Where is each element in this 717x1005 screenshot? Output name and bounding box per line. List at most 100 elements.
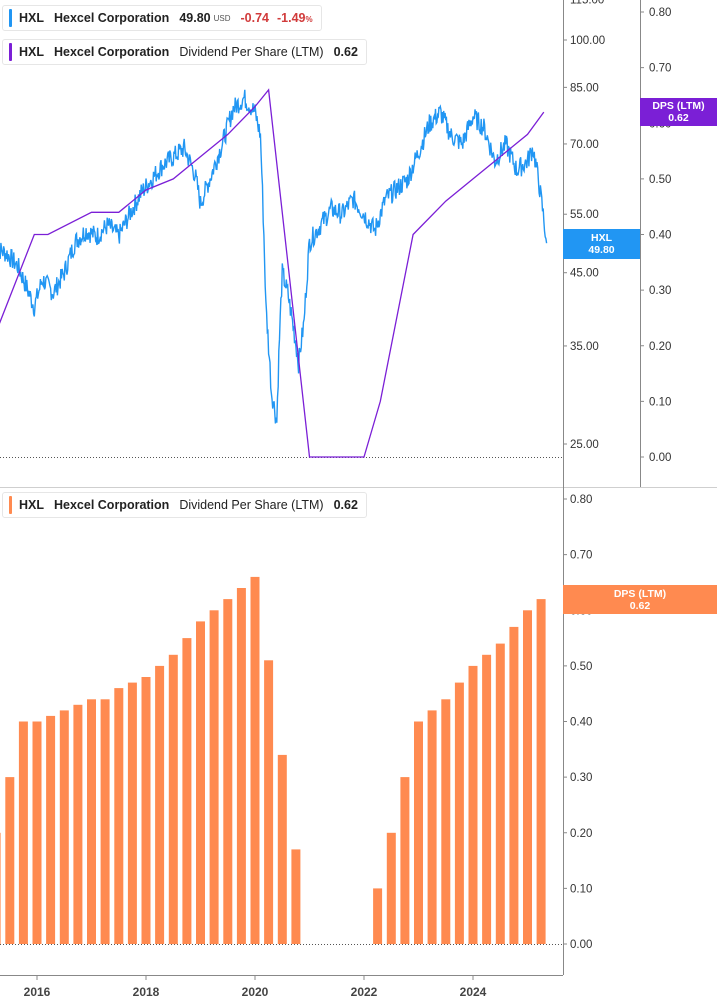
dps-bar-legend-value: 0.62 bbox=[333, 498, 358, 512]
price-tick-label: 35.00 bbox=[570, 341, 599, 353]
dps-bar bbox=[223, 599, 233, 944]
price-tick-label: 25.00 bbox=[570, 439, 599, 451]
dps-bar-legend-metric: Dividend Per Share (LTM) bbox=[179, 498, 324, 512]
price-legend-ticker: HXL bbox=[19, 11, 44, 25]
price-badge-value: 49.80 bbox=[588, 244, 615, 256]
dps-bar bbox=[414, 721, 423, 944]
price-legend-change-pct-value: -1.49 bbox=[276, 11, 306, 25]
dps-bar bbox=[168, 654, 178, 945]
dps-bar-tick-label: 0.30 bbox=[570, 772, 592, 784]
dps-line-badge: DPS (LTM) 0.62 bbox=[640, 98, 717, 126]
dps-bar-tick-label: 0.10 bbox=[570, 883, 592, 895]
year-tick-label: 2024 bbox=[460, 985, 487, 999]
dps-bar bbox=[468, 665, 478, 944]
dps-bar bbox=[482, 654, 492, 945]
dps-bar bbox=[141, 677, 151, 944]
price-tick-label: 70.00 bbox=[570, 139, 599, 151]
dps-bar-legend-ticker: HXL bbox=[19, 498, 44, 512]
price-legend-change-pct: -1.49% bbox=[277, 11, 313, 25]
price-panel bbox=[0, 88, 563, 458]
dps-bar bbox=[454, 682, 464, 944]
dps-bar bbox=[400, 777, 410, 944]
dps-right-tick-label: 0.10 bbox=[649, 396, 671, 408]
dps-bar-tick-label: 0.50 bbox=[570, 661, 592, 673]
dps-bar bbox=[250, 576, 260, 944]
dps-bar-badge-value: 0.62 bbox=[629, 599, 651, 612]
dps-bar bbox=[46, 715, 56, 944]
dps-bar-panel bbox=[0, 576, 563, 945]
dps-right-tick-label: 0.30 bbox=[649, 285, 671, 297]
dps-bar bbox=[18, 721, 28, 944]
dps-bar-badge-label: DPS (LTM) bbox=[613, 587, 667, 600]
dps-bar bbox=[127, 682, 137, 944]
dps-bar bbox=[386, 832, 396, 945]
dps-bar-tick-label: 0.70 bbox=[570, 550, 592, 562]
dps-line-legend: HXL Hexcel Corporation Dividend Per Shar… bbox=[2, 39, 367, 65]
dps-bar bbox=[291, 849, 301, 944]
dps-bar-legend: HXL Hexcel Corporation Dividend Per Shar… bbox=[2, 492, 367, 518]
dps-bar bbox=[73, 704, 83, 944]
dps-bar bbox=[87, 699, 96, 945]
dps-bar bbox=[196, 621, 205, 944]
dps-bar bbox=[114, 688, 124, 944]
price-legend-pct-sign: % bbox=[305, 15, 313, 24]
price-badge-label: HXL bbox=[591, 232, 612, 244]
dps-line-badge-label: DPS (LTM) bbox=[652, 100, 705, 112]
price-tick-label: 115.00 bbox=[570, 0, 604, 6]
dps-bar bbox=[264, 660, 274, 944]
price-tick-label: 55.00 bbox=[570, 209, 599, 221]
dps-line-legend-metric: Dividend Per Share (LTM) bbox=[179, 45, 324, 59]
dps-bar bbox=[100, 699, 110, 945]
price-badge: HXL 49.80 bbox=[563, 229, 640, 259]
price-tick-label: 85.00 bbox=[570, 82, 599, 94]
price-tick-label: 100.00 bbox=[570, 35, 605, 47]
dps-bar bbox=[536, 599, 546, 944]
dps-line-legend-ticker: HXL bbox=[19, 45, 44, 59]
dps-bar-tick-label: 0.40 bbox=[570, 717, 592, 729]
dps-bar-tick-label: 0.80 bbox=[570, 494, 592, 506]
dps-bar bbox=[209, 610, 219, 945]
dps-line-legend-name: Hexcel Corporation bbox=[54, 45, 170, 59]
dps-bar-badge: DPS (LTM) 0.62 bbox=[563, 585, 717, 614]
price-legend: HXL Hexcel Corporation 49.80 USD -0.74 -… bbox=[2, 5, 322, 31]
dps-bar bbox=[5, 777, 15, 944]
dps-bar bbox=[373, 888, 383, 944]
price-legend-change: -0.74 bbox=[240, 11, 269, 25]
dps-right-tick-label: 0.00 bbox=[649, 452, 671, 464]
price-legend-price: 49.80 bbox=[179, 11, 211, 25]
hxl-price-line bbox=[0, 89, 548, 424]
dps-bar bbox=[495, 643, 505, 944]
dps-right-tick-label: 0.50 bbox=[649, 174, 671, 186]
year-tick-label: 2016 bbox=[24, 985, 51, 999]
price-legend-name: Hexcel Corporation bbox=[54, 11, 170, 25]
price-legend-currency: USD bbox=[213, 13, 231, 23]
dps-bar-tick-label: 0.20 bbox=[570, 828, 592, 840]
dps-bar bbox=[155, 665, 165, 944]
price-series-swatch bbox=[9, 9, 12, 27]
dps-bar bbox=[236, 588, 246, 944]
dps-bar-swatch bbox=[9, 496, 12, 514]
dps-right-tick-label: 0.80 bbox=[649, 7, 671, 19]
dps-bar bbox=[441, 699, 451, 945]
dps-ltm-line bbox=[0, 88, 545, 458]
dps-bar bbox=[523, 610, 532, 945]
year-tick-label: 2020 bbox=[242, 985, 269, 999]
dps-line-swatch bbox=[9, 43, 12, 61]
dps-bar-legend-name: Hexcel Corporation bbox=[54, 498, 170, 512]
dps-bar bbox=[427, 710, 437, 944]
year-tick-label: 2018 bbox=[133, 985, 160, 999]
dps-line-badge-value: 0.62 bbox=[668, 112, 689, 124]
dps-bar bbox=[59, 710, 69, 944]
dps-right-tick-label: 0.40 bbox=[649, 230, 671, 242]
dps-bar bbox=[0, 832, 1, 945]
year-tick-label: 2022 bbox=[351, 985, 378, 999]
price-tick-label: 45.00 bbox=[570, 268, 599, 280]
dps-right-tick-label: 0.70 bbox=[649, 63, 671, 75]
dps-bar bbox=[509, 626, 519, 944]
dps-bar bbox=[32, 721, 42, 944]
dps-line-legend-value: 0.62 bbox=[333, 45, 358, 59]
dps-bar-tick-label: 0.00 bbox=[570, 939, 592, 951]
dps-right-tick-label: 0.20 bbox=[649, 341, 671, 353]
